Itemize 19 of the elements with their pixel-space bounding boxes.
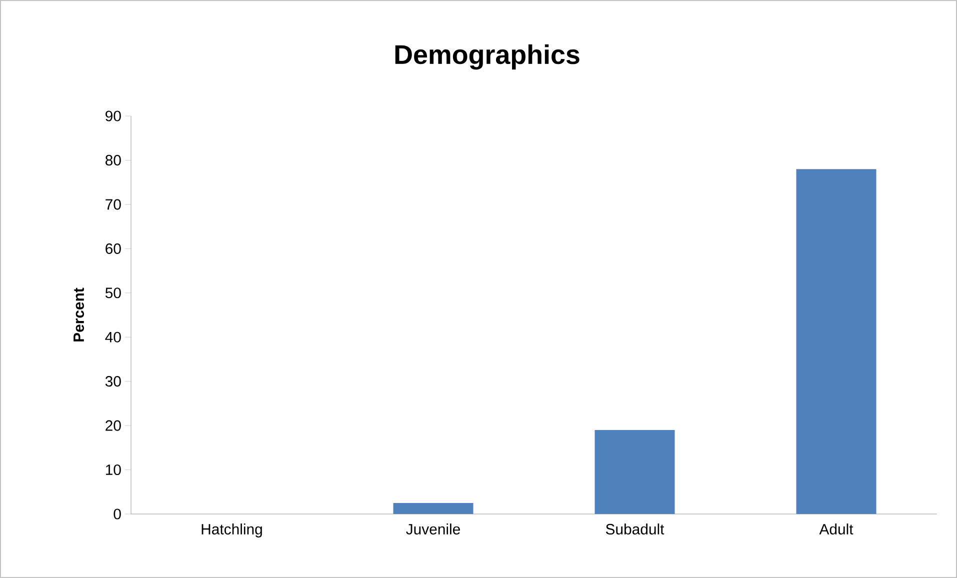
y-tick-label: 90 <box>106 110 121 122</box>
chart-title: Demographics <box>395 44 580 70</box>
x-tick-label: Hatchling <box>202 524 262 538</box>
y-tick-label: 10 <box>106 464 121 476</box>
y-tick-label: 0 <box>114 508 121 520</box>
y-tick-label: 30 <box>105 376 121 387</box>
y-tick-label: 70 <box>106 199 121 210</box>
x-tick-label: Juvenile <box>406 524 460 534</box>
y-tick-label: 20 <box>106 420 121 431</box>
bar <box>393 502 474 514</box>
y-tick-label: 80 <box>106 154 121 166</box>
x-tick-label: Subadult <box>606 524 664 534</box>
y-axis-title: Percent <box>74 288 84 342</box>
y-tick-label: 50 <box>105 288 121 298</box>
y-tick-label: 60 <box>106 243 121 254</box>
bar <box>594 430 675 514</box>
y-tick-label: 40 <box>105 332 121 342</box>
x-tick-label: Adult <box>819 524 854 534</box>
bar <box>796 169 876 514</box>
